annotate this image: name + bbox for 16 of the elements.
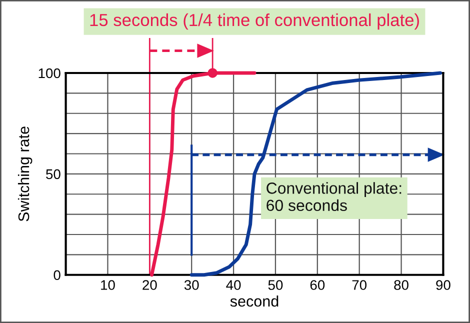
x-tick-label: 80 bbox=[394, 280, 408, 290]
x-tick-label: 40 bbox=[226, 280, 241, 290]
x-tick-label: 50 bbox=[268, 280, 283, 290]
y-tick-label: 50 bbox=[46, 169, 60, 180]
y-tick-label: 0 bbox=[54, 270, 60, 280]
x-tick-label: 70 bbox=[352, 280, 367, 290]
x-tick-label: 90 bbox=[436, 280, 450, 290]
x-tick-label: 20 bbox=[142, 280, 157, 290]
x-tick-label: 10 bbox=[101, 280, 115, 290]
annotation: 15 seconds (1/4 time of conventional plate) bbox=[90, 13, 419, 30]
x-tick-label: 60 bbox=[310, 280, 325, 290]
x-tick-label: 30 bbox=[184, 280, 199, 290]
x-axis-title: second bbox=[230, 295, 278, 307]
annotation: Conventional plate: 60 seconds bbox=[266, 182, 402, 212]
y-axis-title: Switching rate bbox=[18, 126, 32, 222]
y-tick-label: 100 bbox=[38, 68, 60, 78]
